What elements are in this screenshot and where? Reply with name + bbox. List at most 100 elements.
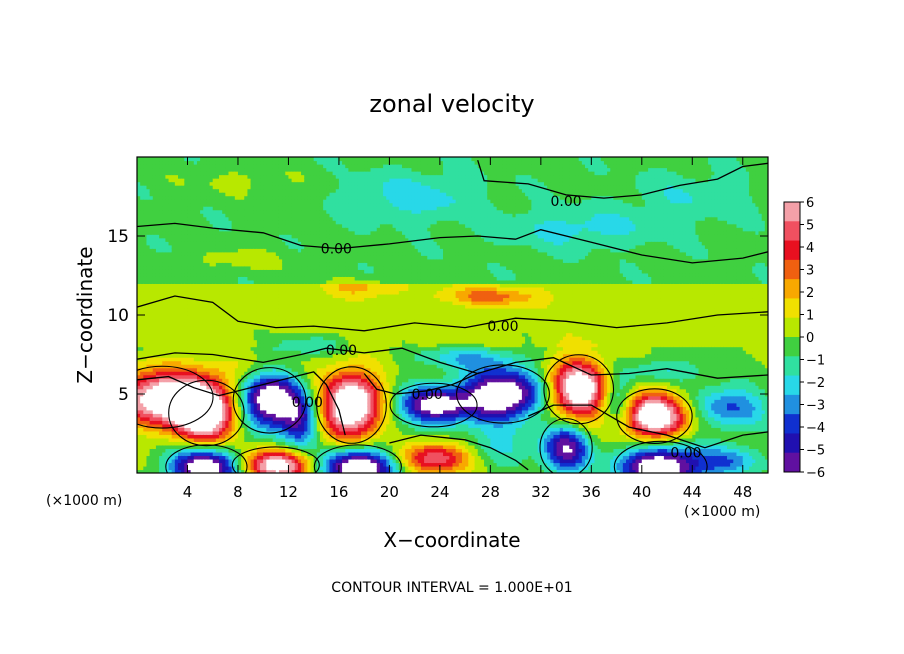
field-cell [187,286,192,292]
field-cell [209,272,214,277]
field-cell [247,413,252,418]
field-cell [225,178,230,183]
field-cell [178,251,182,256]
field-cell [190,455,195,460]
field-cell [181,336,185,341]
field-cell [231,371,236,376]
field-cell [193,420,198,425]
field-cell [253,423,258,428]
field-cell [282,164,286,169]
field-cell [168,223,173,228]
field-cell [165,399,170,404]
field-cell [225,409,230,414]
field-cell [190,325,195,330]
field-cell [219,360,223,365]
field-cell [225,293,230,299]
field-cell [206,220,211,225]
field-cell [193,374,198,379]
field-cell [155,458,160,464]
field-cell [146,262,151,267]
field-cell [171,315,176,320]
field-cell [193,188,198,193]
field-cell [137,364,141,369]
field-cell [212,465,217,471]
field-cell [212,315,217,320]
field-cell [196,209,201,214]
field-cell [155,223,160,228]
field-cell [282,174,286,179]
field-cell [263,357,267,362]
field-cell [152,248,157,253]
field-cell [250,230,255,235]
field-cell [237,276,242,281]
field-cell [266,185,271,190]
field-cell [171,346,176,351]
field-cell [228,241,233,246]
field-cell [237,304,242,309]
field-cell [253,188,258,193]
field-cell [263,427,267,432]
field-cell [140,434,144,439]
field-cell [250,237,255,242]
field-cell [247,385,252,390]
field-cell [178,332,182,337]
field-cell [178,311,182,316]
field-cell [244,164,249,169]
field-cell [162,251,166,256]
field-cell [222,423,226,428]
field-cell [206,167,211,172]
field-cell [206,350,211,355]
field-cell [228,448,233,453]
field-cell [137,171,141,176]
field-cell [190,427,195,432]
field-cell [256,406,261,411]
field-cell [171,206,176,211]
field-cell [162,290,166,295]
field-cell [165,444,170,450]
field-cell [231,346,236,351]
field-cell [155,409,160,414]
field-cell [196,255,201,260]
field-cell [225,413,230,418]
field-cell [253,307,258,313]
field-cell [219,213,223,218]
field-cell [184,286,189,292]
field-cell [212,409,217,414]
field-cell [149,297,154,302]
field-cell [256,167,261,172]
field-cell [196,343,201,348]
field-cell [178,290,182,295]
field-cell [266,262,271,267]
field-cell [159,230,163,235]
field-cell [190,416,195,421]
field-cell [278,258,283,263]
field-cell [187,399,192,404]
field-cell [209,374,214,379]
field-cell [253,413,258,418]
field-cell [137,265,141,270]
field-cell [209,304,214,309]
field-cell [140,244,144,249]
field-cell [212,434,217,439]
field-cell [181,237,185,242]
field-cell [162,332,166,337]
field-cell [193,350,198,355]
field-cell [159,290,163,295]
field-cell [149,444,154,450]
field-cell [209,434,214,439]
field-cell [196,272,201,277]
field-cell [168,251,173,256]
field-cell [260,255,264,260]
field-cell [222,248,226,253]
field-cell [278,188,283,193]
field-cell [282,248,286,253]
field-cell [171,430,176,435]
field-cell [272,406,277,411]
field-cell [200,399,204,404]
field-cell [282,307,286,313]
field-cell [200,406,204,411]
field-cell [237,360,242,365]
field-cell [171,322,176,327]
field-cell [260,279,264,284]
field-cell [215,458,220,464]
